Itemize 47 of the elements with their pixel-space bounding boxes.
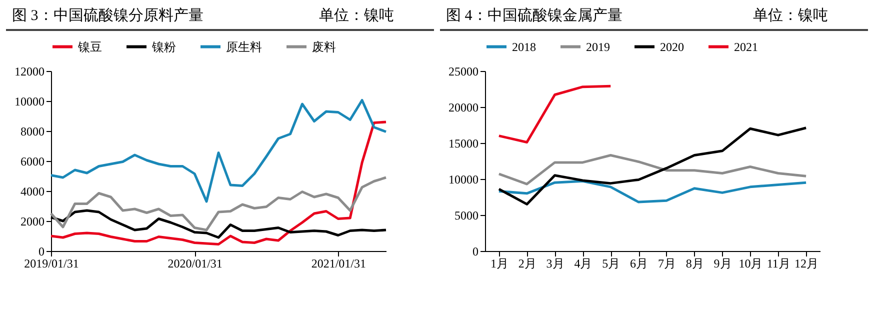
x-tick-label: 9月 bbox=[714, 256, 732, 270]
line-series bbox=[498, 126, 808, 206]
line-series bbox=[498, 154, 808, 186]
x-tick-label: 12月 bbox=[794, 256, 819, 270]
chart-title: 图 4：中国硫酸镍金属产量 bbox=[446, 6, 622, 25]
y-tick-label: 0 bbox=[38, 244, 44, 258]
y-tick-label: 25000 bbox=[448, 64, 478, 78]
x-tick-label: 4月 bbox=[574, 256, 592, 270]
y-tick-label: 8000 bbox=[20, 124, 44, 138]
x-tick-label: 1月 bbox=[490, 256, 508, 270]
x-tick-label: 3月 bbox=[546, 256, 564, 270]
chart-subtitle: 单位：镍吨 bbox=[753, 6, 828, 25]
y-tick-label: 10000 bbox=[14, 94, 44, 108]
x-tick-label: 10月 bbox=[738, 256, 763, 270]
x-tick-label: 2月 bbox=[518, 256, 536, 270]
y-tick-label: 4000 bbox=[20, 184, 44, 198]
line-series bbox=[50, 99, 388, 203]
y-tick-label: 10000 bbox=[448, 172, 478, 186]
chart-title: 图 3：中国硫酸镍分原料产量 bbox=[12, 6, 204, 25]
line-series bbox=[498, 84, 612, 144]
line-series bbox=[50, 120, 388, 246]
x-tick-label: 2020/01/31 bbox=[168, 256, 222, 270]
line-series bbox=[50, 176, 388, 232]
x-tick-label: 11月 bbox=[766, 256, 790, 270]
chart-subtitle: 单位：镍吨 bbox=[319, 6, 394, 25]
y-tick-label: 12000 bbox=[14, 64, 44, 78]
legend-label: 原生料 bbox=[226, 40, 262, 54]
legend-label: 2019 bbox=[586, 40, 610, 54]
legend-label: 2018 bbox=[512, 40, 536, 54]
x-tick-label: 5月 bbox=[602, 256, 620, 270]
x-tick-label: 2021/01/31 bbox=[311, 256, 366, 270]
y-tick-label: 20000 bbox=[448, 100, 478, 114]
legend-label: 镍粉 bbox=[151, 40, 176, 54]
x-tick-label: 2019/01/31 bbox=[24, 256, 79, 270]
y-tick-label: 5000 bbox=[454, 208, 478, 222]
legend-label: 镍豆 bbox=[77, 40, 102, 54]
line-series bbox=[498, 180, 808, 204]
y-tick-label: 2000 bbox=[20, 214, 44, 228]
y-tick-label: 15000 bbox=[448, 136, 478, 150]
legend-label: 2020 bbox=[660, 40, 684, 54]
y-tick-label: 6000 bbox=[20, 154, 44, 168]
y-tick-label: 0 bbox=[472, 244, 478, 258]
x-tick-label: 8月 bbox=[686, 256, 704, 270]
x-tick-label: 6月 bbox=[630, 256, 648, 270]
legend-label: 2021 bbox=[734, 40, 758, 54]
legend-label: 废料 bbox=[312, 40, 336, 54]
x-tick-label: 7月 bbox=[658, 256, 676, 270]
